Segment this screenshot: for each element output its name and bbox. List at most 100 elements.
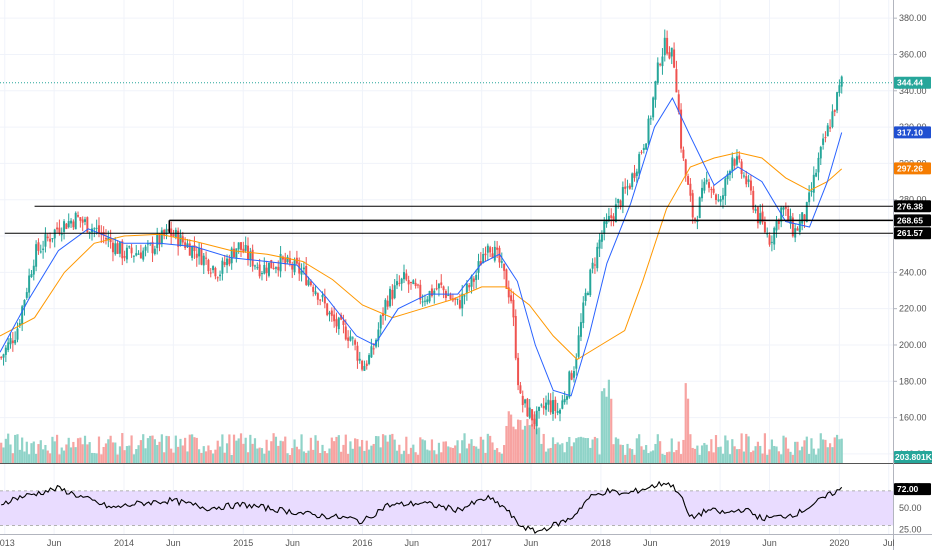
candle-body[interactable] [437, 283, 440, 289]
candle-body[interactable] [761, 211, 764, 223]
candle-body[interactable] [479, 261, 482, 266]
candle-body[interactable] [531, 409, 534, 421]
candle-body[interactable] [209, 272, 212, 274]
candle-body[interactable] [610, 215, 613, 218]
candle-body[interactable] [63, 221, 66, 232]
candle-body[interactable] [316, 293, 319, 300]
candle-body[interactable] [645, 143, 648, 150]
candle-body[interactable] [407, 280, 410, 285]
candle-body[interactable] [114, 243, 117, 255]
candle-body[interactable] [784, 206, 787, 209]
candle-body[interactable] [689, 183, 692, 196]
candle-body[interactable] [379, 315, 382, 329]
candle-body[interactable] [70, 220, 73, 224]
candle-body[interactable] [798, 221, 801, 233]
candle-body[interactable] [612, 216, 615, 221]
candle-body[interactable] [256, 267, 259, 269]
candle-body[interactable] [647, 118, 650, 144]
candle-body[interactable] [118, 242, 121, 254]
candle-body[interactable] [628, 185, 631, 189]
candle-body[interactable] [545, 402, 548, 410]
candle-body[interactable] [465, 283, 468, 294]
candle-body[interactable] [659, 64, 662, 66]
candle-body[interactable] [53, 229, 56, 239]
candle-body[interactable] [719, 199, 722, 202]
candle-body[interactable] [561, 400, 564, 409]
candle-body[interactable] [340, 315, 343, 320]
candle-body[interactable] [216, 277, 219, 279]
candle-body[interactable] [25, 292, 28, 298]
candle-body[interactable] [354, 340, 357, 345]
candle-body[interactable] [773, 227, 776, 245]
candle-body[interactable] [742, 175, 745, 177]
candle-body[interactable] [30, 274, 33, 278]
candle-body[interactable] [489, 247, 492, 253]
candle-body[interactable] [16, 328, 19, 340]
candle-body[interactable] [7, 342, 10, 351]
candle-body[interactable] [260, 273, 263, 275]
candle-body[interactable] [635, 171, 638, 177]
candle-body[interactable] [808, 192, 811, 203]
candle-body[interactable] [37, 242, 40, 251]
candle-body[interactable] [796, 228, 799, 231]
candle-body[interactable] [624, 186, 627, 189]
candle-body[interactable] [416, 284, 419, 286]
candle-body[interactable] [426, 299, 429, 303]
candle-body[interactable] [538, 406, 541, 411]
candle-body[interactable] [347, 337, 350, 341]
candle-body[interactable] [507, 287, 510, 298]
candle-body[interactable] [116, 243, 119, 254]
candle-body[interactable] [433, 290, 436, 295]
candle-body[interactable] [18, 323, 21, 326]
candle-body[interactable] [528, 407, 531, 418]
candle-body[interactable] [461, 293, 464, 309]
candle-body[interactable] [107, 237, 110, 241]
candle-body[interactable] [253, 265, 256, 267]
candle-body[interactable] [684, 159, 687, 176]
candle-body[interactable] [86, 217, 89, 233]
candle-body[interactable] [586, 293, 589, 295]
candle-body[interactable] [156, 235, 159, 249]
candle-body[interactable] [323, 296, 326, 304]
candle-body[interactable] [337, 317, 340, 330]
candle-body[interactable] [589, 269, 592, 296]
candle-body[interactable] [153, 248, 156, 255]
candle-body[interactable] [724, 178, 727, 196]
candle-body[interactable] [405, 273, 408, 280]
candle-body[interactable] [365, 363, 368, 366]
candle-body[interactable] [77, 215, 80, 217]
candle-body[interactable] [60, 233, 63, 236]
candle-body[interactable] [88, 231, 91, 234]
candle-body[interactable] [456, 298, 459, 300]
candle-body[interactable] [570, 373, 573, 380]
candle-body[interactable] [67, 221, 70, 228]
candle-body[interactable] [675, 69, 678, 93]
candle-body[interactable] [703, 181, 706, 191]
candle-body[interactable] [293, 260, 296, 273]
candle-body[interactable] [475, 274, 478, 281]
candle-body[interactable] [745, 176, 748, 185]
candle-body[interactable] [801, 212, 804, 224]
candlesticks[interactable] [0, 29, 843, 435]
candle-body[interactable] [768, 235, 771, 245]
candle-body[interactable] [619, 200, 622, 208]
candle-body[interactable] [419, 284, 422, 300]
candle-body[interactable] [272, 267, 275, 269]
candle-body[interactable] [389, 288, 392, 307]
candle-body[interactable] [756, 207, 759, 224]
candle-body[interactable] [503, 263, 506, 271]
candle-body[interactable] [621, 187, 624, 207]
candle-body[interactable] [65, 223, 68, 229]
candle-body[interactable] [498, 247, 501, 263]
candle-body[interactable] [177, 230, 180, 247]
candle-body[interactable] [109, 237, 112, 243]
candle-body[interactable] [237, 242, 240, 250]
candle-body[interactable] [391, 289, 394, 300]
candle-body[interactable] [165, 228, 168, 235]
candle-body[interactable] [402, 272, 405, 280]
candle-body[interactable] [493, 246, 496, 261]
candle-body[interactable] [184, 242, 187, 249]
candle-body[interactable] [749, 180, 752, 191]
candle-body[interactable] [805, 202, 808, 222]
candle-body[interactable] [519, 385, 522, 394]
